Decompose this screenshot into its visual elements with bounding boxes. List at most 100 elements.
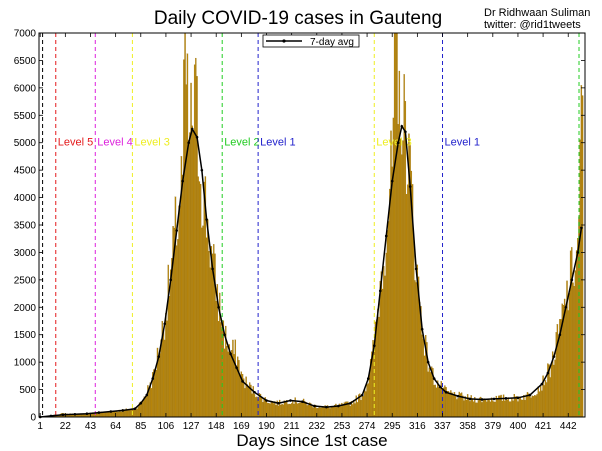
daily-bar [235,365,238,418]
daily-bar [144,396,147,418]
daily-bar [465,399,468,418]
daily-bar [407,184,409,418]
daily-bar [378,316,380,418]
daily-bar [522,399,524,418]
daily-bar [569,250,572,418]
daily-bar [518,396,520,418]
x-tick-label: 421 [535,421,552,432]
daily-bar [507,397,510,418]
avg-point [408,185,412,188]
y-tick-label: 6500 [14,56,37,67]
bars-layer [40,32,584,418]
daily-bar [160,339,162,418]
x-tick-label: 253 [334,421,351,432]
avg-line-layer [38,124,583,419]
avg-point [190,127,194,131]
chart-title: Daily COVID-19 cases in Gauteng [154,8,442,29]
daily-bar [423,355,426,418]
avg-point [576,251,580,254]
daily-bar [287,404,289,418]
daily-bar [292,400,294,418]
credit-twitter: twitter: @rid1tweets [484,19,581,31]
daily-bar [549,377,551,418]
daily-bar [192,131,195,418]
y-tick-label: 3000 [14,248,37,259]
daily-bar [538,391,541,418]
daily-bar [238,360,240,418]
daily-bar [220,322,222,418]
x-axis-label: Days since 1st case [236,431,387,450]
daily-bar [544,380,547,418]
avg-point [109,410,113,413]
daily-bar [348,403,350,418]
daily-bar [261,396,263,418]
daily-bar [429,372,432,418]
daily-bar [272,403,275,418]
avg-point [139,401,143,405]
daily-bar [472,401,475,418]
daily-bar [112,411,114,418]
daily-bar [469,401,471,418]
daily-bar [434,384,436,418]
daily-bar [167,264,169,418]
daily-bar [211,253,214,418]
x-tick-label: 64 [110,421,122,432]
daily-bar [189,132,191,418]
daily-bar [575,250,578,418]
daily-bar [197,176,199,418]
avg-point [217,305,220,309]
daily-bar [237,356,239,418]
daily-bar [519,397,521,418]
daily-bar [195,57,197,418]
y-tick-label: 1500 [14,330,37,341]
daily-bar [199,183,202,418]
x-tick-label: 232 [308,421,325,432]
daily-bar [322,406,324,418]
daily-bar [556,324,559,418]
daily-bar [367,383,369,418]
avg-point [301,400,304,403]
daily-bar [271,401,274,418]
daily-bar [223,348,226,418]
daily-bar [245,376,247,418]
daily-bar [419,302,421,418]
daily-bar [476,402,478,418]
daily-bar [256,396,258,418]
x-tick-label: 106 [158,421,175,432]
avg-point [145,393,149,397]
daily-bar [520,399,523,418]
daily-bar [164,339,166,418]
daily-bar [228,344,231,418]
avg-point [61,413,65,417]
daily-bar [229,351,232,418]
daily-bar [501,400,504,418]
daily-bar [567,310,569,418]
daily-bar [405,194,408,418]
avg-point [265,399,268,402]
avg-point [200,168,204,172]
daily-bar [251,393,253,418]
daily-bar [142,399,144,418]
daily-bar [574,270,577,418]
x-tick-label: 190 [258,421,275,432]
avg-point [175,229,178,232]
daily-bar [170,269,172,418]
daily-bar [329,408,331,418]
daily-bar [525,394,527,418]
daily-bar [395,32,397,418]
daily-bar [573,286,575,418]
avg-point [438,385,442,389]
daily-bar [255,397,257,418]
level-label: Level 5 [58,136,93,148]
daily-bar [514,396,517,418]
avg-point [516,396,520,400]
avg-point [366,377,370,380]
daily-bar [494,401,496,418]
daily-bar [464,396,466,418]
avg-point [552,355,556,358]
avg-point [187,141,190,145]
daily-bar [277,405,280,418]
avg-point [151,377,155,380]
daily-bar [328,406,330,418]
daily-bar [243,378,245,418]
